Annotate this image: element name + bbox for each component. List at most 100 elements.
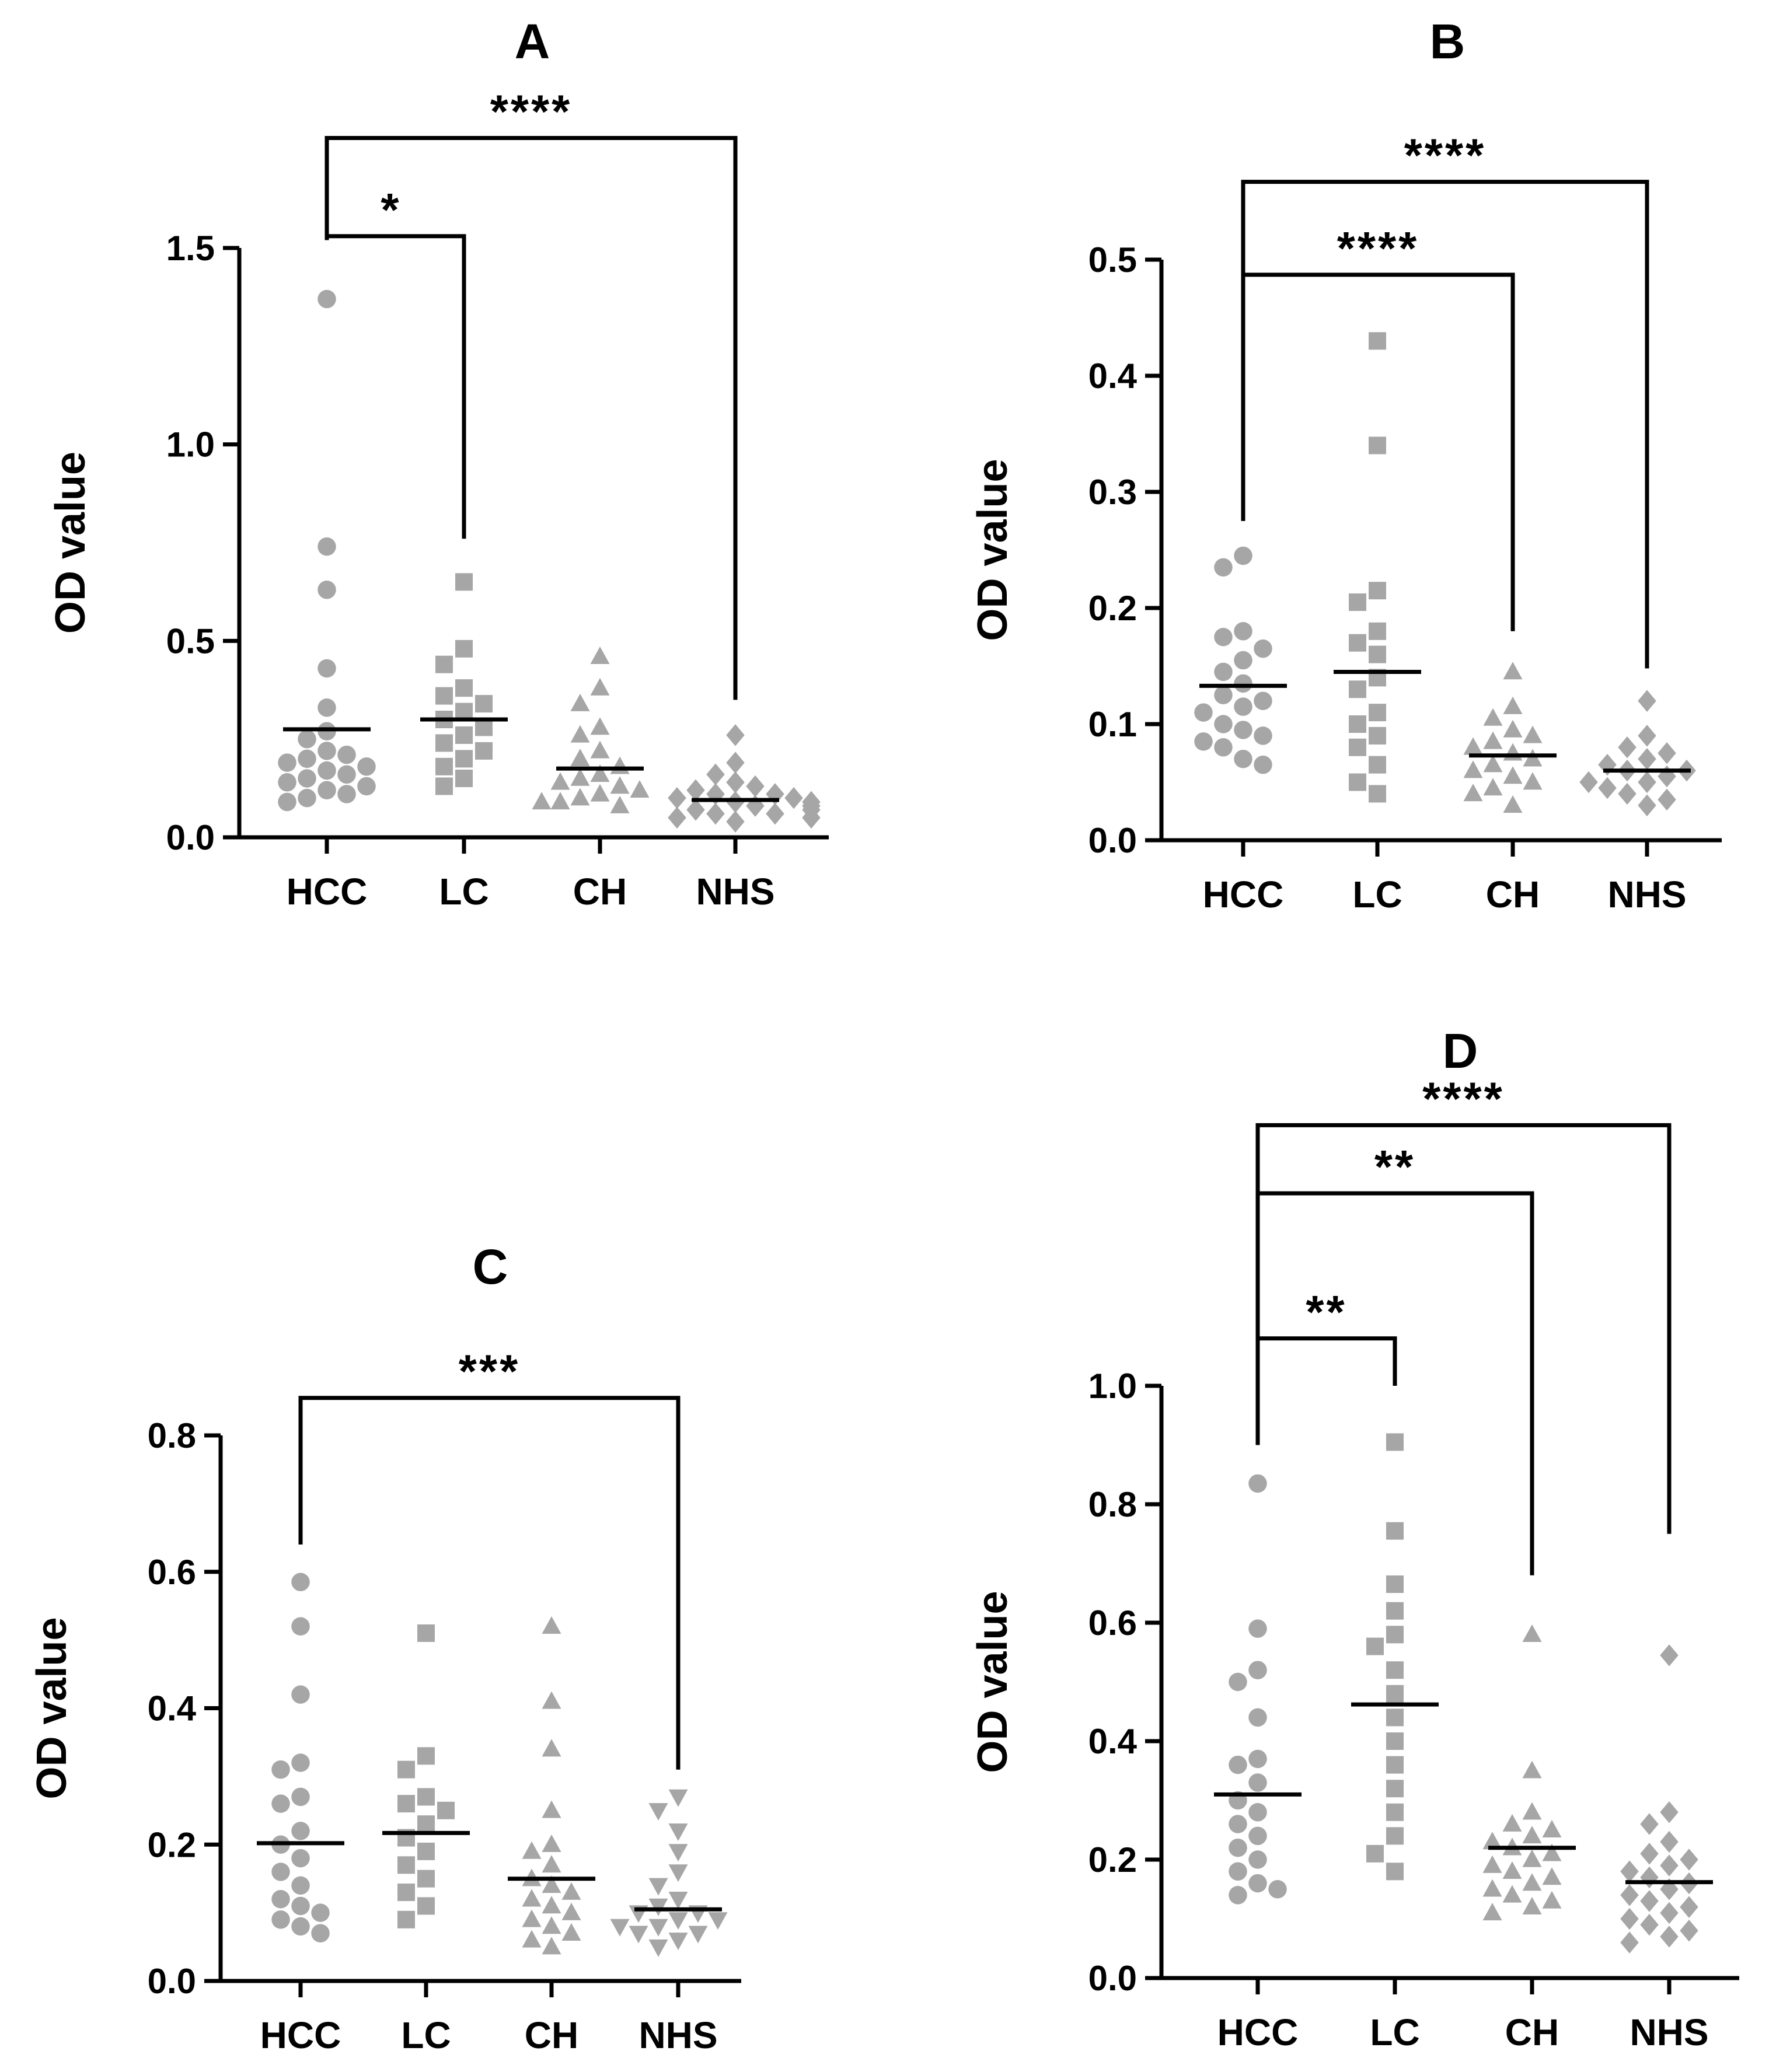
data-point <box>435 734 453 752</box>
data-point <box>1349 593 1366 612</box>
data-point <box>417 1815 435 1833</box>
data-point <box>1523 772 1543 790</box>
data-point <box>668 1892 688 1909</box>
data-point <box>1640 1843 1659 1865</box>
data-point <box>1248 1850 1267 1869</box>
data-point <box>1254 639 1272 658</box>
data-point <box>1234 651 1252 670</box>
data-point <box>1214 686 1233 704</box>
data-point <box>417 1788 435 1806</box>
data-point <box>1248 1661 1267 1679</box>
data-point <box>1482 1903 1502 1921</box>
data-point <box>435 777 453 795</box>
data-point <box>570 725 590 743</box>
data-point <box>542 1896 561 1914</box>
data-point <box>1254 726 1272 745</box>
significance-bracket <box>1255 1336 1397 1445</box>
data-point <box>1369 726 1386 745</box>
data-point <box>1618 782 1637 805</box>
y-tick-label: 0.4 <box>1088 1722 1138 1761</box>
data-point <box>271 1794 290 1813</box>
data-point <box>291 1849 310 1868</box>
data-point <box>668 1933 688 1951</box>
data-point <box>291 1917 310 1936</box>
data-point <box>317 289 336 309</box>
data-point <box>1482 1832 1502 1850</box>
data-point <box>291 1822 310 1840</box>
data-point <box>417 1747 435 1765</box>
data-point <box>1618 736 1637 759</box>
data-point <box>271 1863 290 1881</box>
x-tick-label: CH <box>525 2014 578 2056</box>
data-point <box>1349 634 1366 652</box>
y-tick-label: 0.0 <box>1088 821 1137 860</box>
data-point <box>1523 749 1543 767</box>
data-point <box>1234 721 1252 739</box>
data-point <box>1482 1879 1502 1897</box>
data-point <box>1542 1820 1562 1837</box>
y-tick-label: 0.0 <box>1088 1959 1137 1998</box>
data-point <box>278 792 296 812</box>
data-point <box>1214 628 1233 647</box>
data-point <box>455 750 473 768</box>
data-point <box>668 1789 688 1807</box>
data-point <box>1522 1849 1542 1867</box>
data-point <box>668 1823 688 1842</box>
data-point <box>784 787 803 809</box>
data-point <box>1234 674 1252 693</box>
data-point <box>1214 715 1233 733</box>
data-point <box>317 698 336 717</box>
data-point <box>726 752 745 774</box>
x-tick-label: LC <box>1370 2011 1419 2053</box>
data-point <box>561 1902 581 1920</box>
data-point <box>337 785 356 803</box>
data-point <box>1248 1749 1267 1769</box>
data-point <box>1194 703 1213 722</box>
data-point <box>317 537 336 556</box>
data-point <box>357 757 376 776</box>
significance-bracket <box>325 234 466 539</box>
data-point <box>1386 1732 1404 1750</box>
data-point <box>1369 785 1386 803</box>
data-point <box>317 781 336 799</box>
data-point <box>311 1924 330 1942</box>
data-point <box>590 784 610 802</box>
data-point <box>1620 1860 1639 1883</box>
data-point <box>397 1856 415 1874</box>
data-point <box>417 1897 435 1915</box>
x-tick-label: LC <box>1352 873 1402 916</box>
data-point <box>291 1573 310 1592</box>
data-point <box>668 1864 688 1882</box>
data-point <box>1522 1624 1542 1643</box>
data-point <box>542 1855 561 1873</box>
data-point <box>1386 1575 1404 1594</box>
data-point <box>1680 1920 1698 1942</box>
data-point <box>1349 680 1366 698</box>
data-point <box>610 756 630 774</box>
data-point <box>1386 1803 1404 1821</box>
panel-title: D <box>1443 1023 1478 1078</box>
data-point <box>522 1889 542 1907</box>
y-axis-title: OD value <box>969 1591 1016 1773</box>
data-point <box>570 693 590 711</box>
significance-bracket <box>1241 180 1649 669</box>
data-point <box>668 1844 688 1862</box>
data-point <box>1660 1801 1679 1823</box>
data-point <box>542 1835 561 1852</box>
data-point <box>542 1916 561 1934</box>
data-point <box>1503 696 1523 714</box>
data-point <box>1638 690 1656 712</box>
data-point <box>317 659 336 678</box>
data-point <box>271 1890 290 1909</box>
y-axis-title: OD value <box>29 1617 75 1799</box>
data-point <box>1680 1896 1698 1918</box>
data-point <box>610 795 630 813</box>
y-tick-label: 0.3 <box>1088 473 1137 512</box>
data-point <box>1369 756 1386 774</box>
y-tick-label: 0.4 <box>1088 357 1138 396</box>
data-point <box>1542 1843 1562 1861</box>
y-tick-label: 0.2 <box>1088 589 1137 628</box>
data-point <box>542 1937 561 1955</box>
data-point <box>437 1801 455 1819</box>
